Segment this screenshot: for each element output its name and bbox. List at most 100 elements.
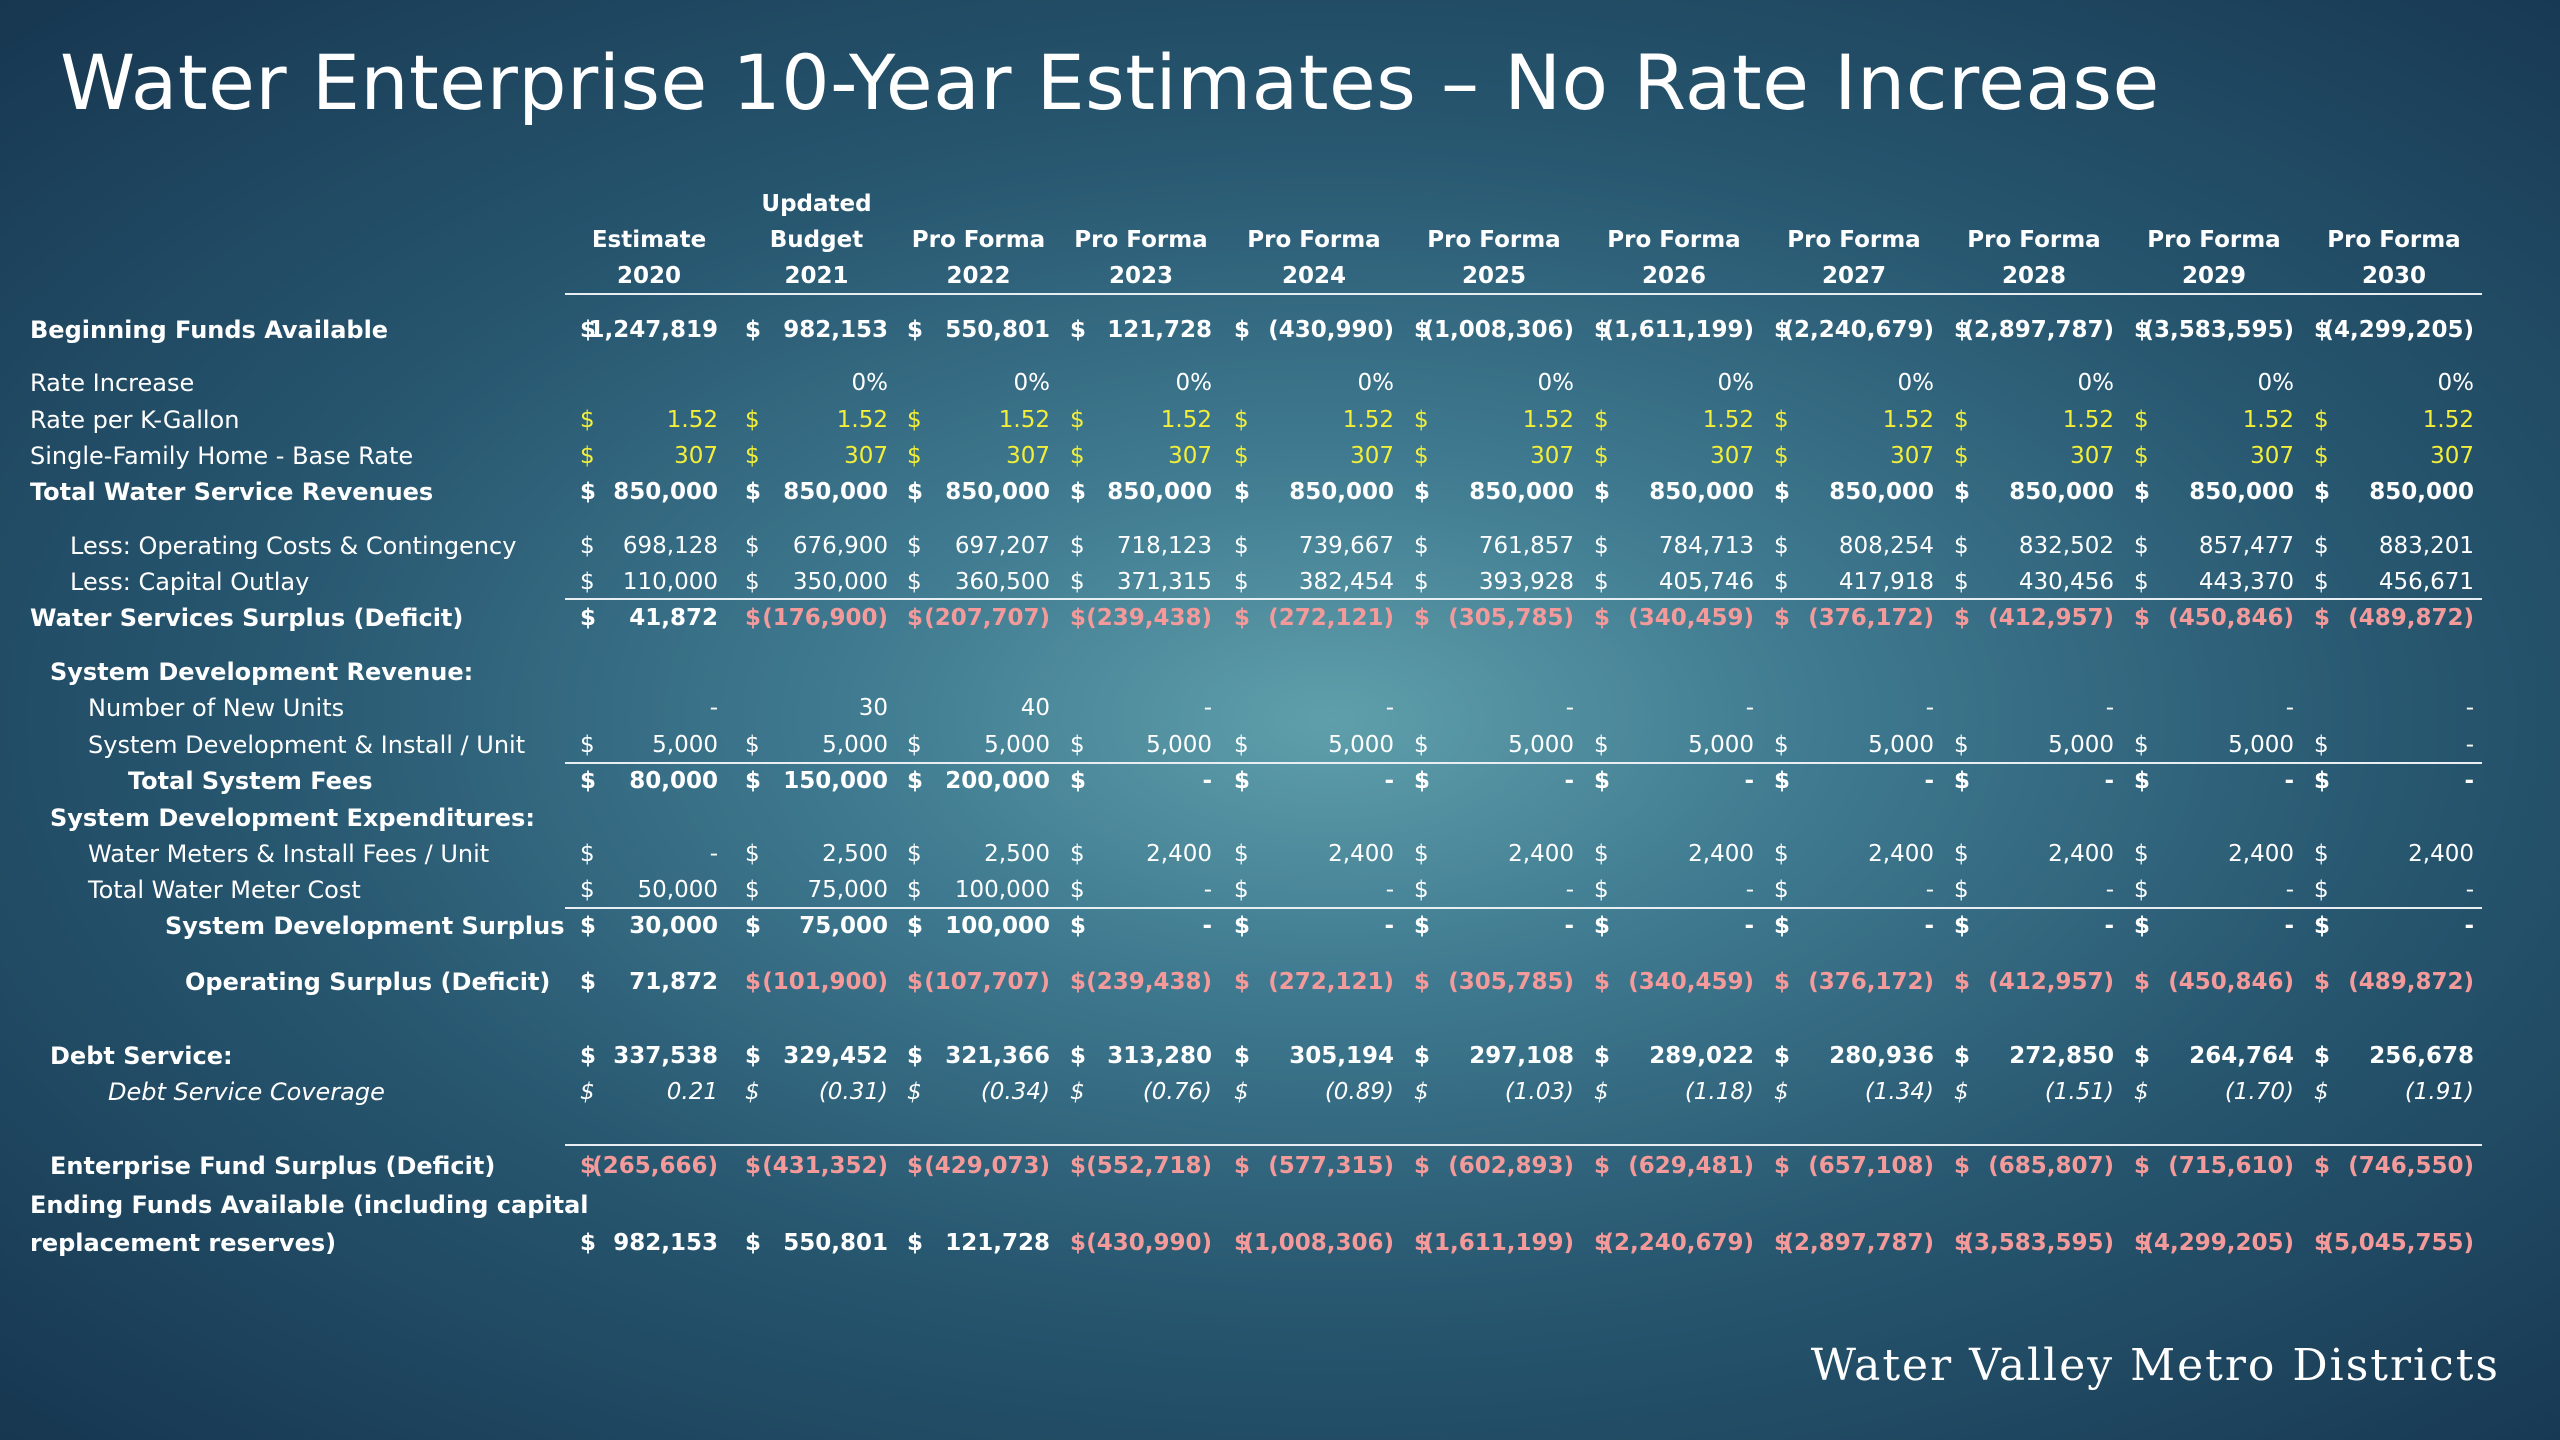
currency-symbol: $	[2134, 1153, 2151, 1179]
currency-symbol: $	[1070, 1230, 1087, 1256]
currency-symbol: $	[2314, 1153, 2331, 1179]
cell-value: 1.52	[1522, 407, 1574, 433]
cell-value: 80,000	[629, 768, 718, 794]
cell-value: 280,936	[1829, 1043, 1934, 1069]
table-cell: $ -	[1594, 872, 1754, 908]
table-cell: $405,746	[1594, 564, 1754, 600]
cell-value: 2,400	[1328, 841, 1394, 867]
table-cell: $ (685,807)	[1954, 1148, 2114, 1184]
currency-symbol: $	[1954, 443, 1969, 469]
currency-symbol: $	[1954, 407, 1969, 433]
cell-value: (305,785)	[1448, 969, 1574, 995]
currency-symbol: $	[907, 841, 922, 867]
table-cell: $ (746,550)	[2314, 1148, 2474, 1184]
currency-symbol: $	[1070, 533, 1085, 559]
table-cell: 0%	[907, 365, 1051, 401]
table-cell: $ -	[1594, 908, 1754, 944]
currency-symbol: $	[1234, 407, 1249, 433]
cell-value: 307	[1710, 443, 1754, 469]
table-cell: 0%	[1774, 365, 1935, 401]
cell-value: 2,500	[822, 841, 888, 867]
cell-value: 850,000	[613, 479, 718, 505]
currency-symbol: $	[580, 605, 597, 631]
currency-symbol: $	[1594, 317, 1611, 343]
currency-symbol: $	[580, 732, 595, 758]
cell-value: 850,000	[1829, 479, 1934, 505]
table-cell: $ -	[1070, 908, 1212, 944]
table-cell: $337,538	[580, 1038, 718, 1074]
cell-value: (430,990)	[1086, 1230, 1212, 1256]
currency-symbol: $	[907, 605, 924, 631]
currency-symbol: $	[1774, 1153, 1791, 1179]
cell-value: 698,128	[622, 533, 718, 559]
cell-value: 718,123	[1116, 533, 1212, 559]
currency-symbol: $	[2134, 877, 2149, 903]
currency-symbol: $	[1414, 317, 1431, 343]
currency-symbol: $	[1234, 1079, 1249, 1105]
table-cell: $ -	[1234, 763, 1394, 799]
currency-symbol: $	[745, 569, 760, 595]
table-cell: $ -	[1234, 872, 1394, 908]
cell-value: (207,707)	[924, 605, 1050, 631]
cell-value: -	[1744, 913, 1754, 939]
currency-symbol: $	[1234, 569, 1249, 595]
table-cell: $1.52	[1954, 402, 2114, 438]
table-cell: $50,000	[580, 872, 718, 908]
table-cell: $307	[2314, 438, 2474, 474]
table-cell: 30	[745, 690, 888, 726]
table-cell: $75,000	[745, 872, 888, 908]
cell-value: 40	[1020, 695, 1050, 721]
cell-value: (340,459)	[1628, 605, 1754, 631]
cell-value: -	[1385, 877, 1394, 903]
cell-value: 264,764	[2189, 1043, 2294, 1069]
table-cell: $5,000	[1774, 727, 1934, 763]
table-cell: $2,500	[745, 836, 888, 872]
table-cell: $5,000	[580, 727, 718, 763]
currency-symbol: $	[1774, 1043, 1791, 1069]
currency-symbol: $	[745, 1079, 760, 1105]
currency-symbol: $	[2134, 479, 2151, 505]
cell-value: 550,801	[783, 1230, 888, 1256]
currency-symbol: $	[745, 1043, 762, 1069]
cell-value: 2,400	[1688, 841, 1754, 867]
currency-symbol: $	[2314, 969, 2331, 995]
table-cell: -	[2314, 690, 2474, 726]
cell-value: (4,299,205)	[2143, 1230, 2294, 1256]
table-cell: -	[1774, 690, 1934, 726]
cell-value: 307	[2430, 443, 2474, 469]
table-cell: -	[1414, 690, 1574, 726]
table-cell: $2,400	[2314, 836, 2474, 872]
table-cell: $ -	[1774, 872, 1934, 908]
cell-value: 121,728	[945, 1230, 1050, 1256]
currency-symbol: $	[1594, 841, 1609, 867]
table-cell: 40	[907, 690, 1050, 726]
currency-symbol: $	[1234, 913, 1251, 939]
currency-symbol: $	[745, 1230, 762, 1256]
table-cell: $1.52	[907, 402, 1050, 438]
currency-symbol: $	[1414, 443, 1429, 469]
currency-symbol: $	[1594, 1153, 1611, 1179]
table-cell: $ (1.70)	[2134, 1074, 2294, 1110]
cell-value: (265,666)	[592, 1153, 718, 1179]
cell-value: 417,918	[1838, 569, 1934, 595]
cell-value: (1.51)	[2044, 1079, 2114, 1105]
logo-text: Water Valley Metro Districts	[1810, 1340, 2500, 1391]
table-cell: $ (1.18)	[1594, 1074, 1754, 1110]
table-cell: $121,728	[907, 1225, 1050, 1261]
column-header: 2024	[1281, 263, 1346, 289]
cell-value: -	[1564, 768, 1574, 794]
cell-value: (101,900)	[762, 969, 888, 995]
cell-value: 5,000	[1146, 732, 1212, 758]
cell-value: (0.34)	[980, 1079, 1050, 1105]
table-cell: $307	[1954, 438, 2114, 474]
table-cell: $2,400	[1414, 836, 1574, 872]
cell-value: (1.91)	[2404, 1079, 2474, 1105]
cell-value: 100,000	[945, 913, 1050, 939]
row-label: Single-Family Home - Base Rate	[30, 442, 414, 470]
table-cell: $850,000	[2314, 474, 2474, 510]
table-cell: $ (1.34)	[1774, 1074, 1934, 1110]
currency-symbol: $	[1954, 913, 1971, 939]
cell-value: -	[1384, 768, 1394, 794]
currency-symbol: $	[580, 533, 595, 559]
